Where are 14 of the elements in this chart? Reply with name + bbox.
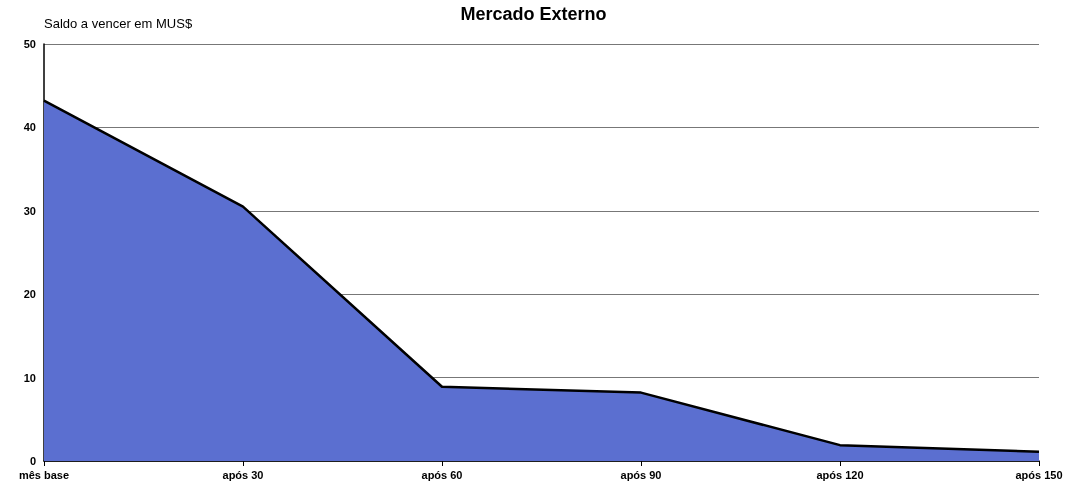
chart-title: Mercado Externo xyxy=(460,4,607,24)
y-axis-title: Saldo a vencer em MUS$ xyxy=(44,16,193,31)
y-tick-label: 0 xyxy=(29,455,36,467)
x-tick-label: após 120 xyxy=(816,468,864,481)
y-tick-label: 40 xyxy=(23,121,36,134)
x-tick-label: mês base xyxy=(18,468,70,481)
y-tick-label: 10 xyxy=(23,371,36,384)
x-tick-label: após 90 xyxy=(620,468,662,481)
x-tick-label: após 150 xyxy=(1015,468,1063,481)
x-tick-label: após 30 xyxy=(222,468,264,481)
x-tick-label: após 60 xyxy=(421,468,463,481)
y-tick-label: 20 xyxy=(23,288,36,301)
y-tick-label: 30 xyxy=(23,204,36,217)
y-tick-label: 50 xyxy=(23,38,36,50)
